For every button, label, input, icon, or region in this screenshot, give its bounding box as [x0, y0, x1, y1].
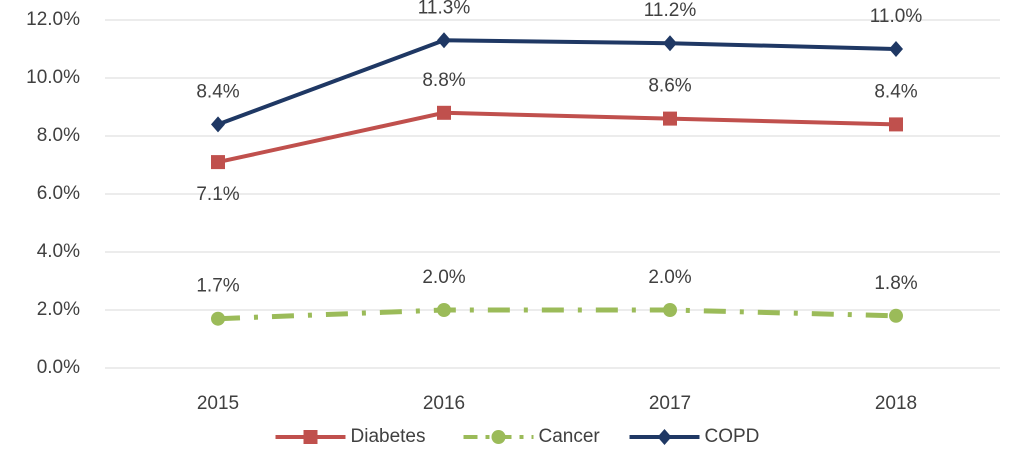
data-point: [437, 303, 451, 317]
data-point: [211, 155, 225, 170]
data-point: [211, 311, 225, 326]
series-line: [217, 110, 897, 165]
data-label: 8.8%: [422, 70, 465, 91]
data-point: [889, 41, 903, 57]
data-label: 7.1%: [196, 184, 239, 205]
y-tick-label: 12.0%: [26, 9, 80, 30]
y-tick-label: 2.0%: [37, 299, 80, 320]
data-label: 8.4%: [874, 81, 917, 102]
legend-label: COPD: [705, 426, 760, 447]
data-point: [211, 116, 225, 133]
legend-marker: [303, 430, 318, 444]
data-label: 8.4%: [196, 81, 239, 102]
legend-marker: [491, 430, 506, 444]
x-tick-label: 2017: [649, 393, 691, 414]
data-point: [437, 105, 451, 120]
y-tick-label: 6.0%: [37, 183, 80, 204]
data-label: 2.0%: [422, 267, 465, 288]
series-line: [217, 38, 897, 127]
data-label: 8.6%: [648, 76, 691, 97]
x-tick-label: 2015: [197, 393, 239, 414]
data-label: 1.7%: [196, 276, 239, 297]
data-point: [663, 303, 677, 317]
y-tick-label: 0.0%: [37, 357, 80, 378]
legend-label: Diabetes: [351, 426, 426, 447]
series-line: [217, 307, 897, 322]
data-label: 11.3%: [418, 0, 471, 18]
data-label: 2.0%: [648, 267, 691, 288]
y-tick-label: 8.0%: [37, 125, 80, 146]
x-tick-label: 2016: [423, 393, 465, 414]
data-label: 11.2%: [644, 0, 697, 21]
data-point: [889, 308, 903, 323]
y-tick-label: 10.0%: [26, 67, 80, 88]
data-point: [663, 35, 677, 52]
x-tick-label: 2018: [875, 393, 917, 414]
data-label: 1.8%: [874, 273, 917, 294]
data-label: 11.0%: [870, 6, 923, 27]
data-point: [889, 117, 903, 132]
y-tick-label: 4.0%: [37, 241, 80, 262]
legend-marker: [657, 429, 672, 445]
data-point: [437, 32, 451, 49]
legend-label: Cancer: [539, 426, 601, 447]
data-point: [663, 111, 677, 126]
